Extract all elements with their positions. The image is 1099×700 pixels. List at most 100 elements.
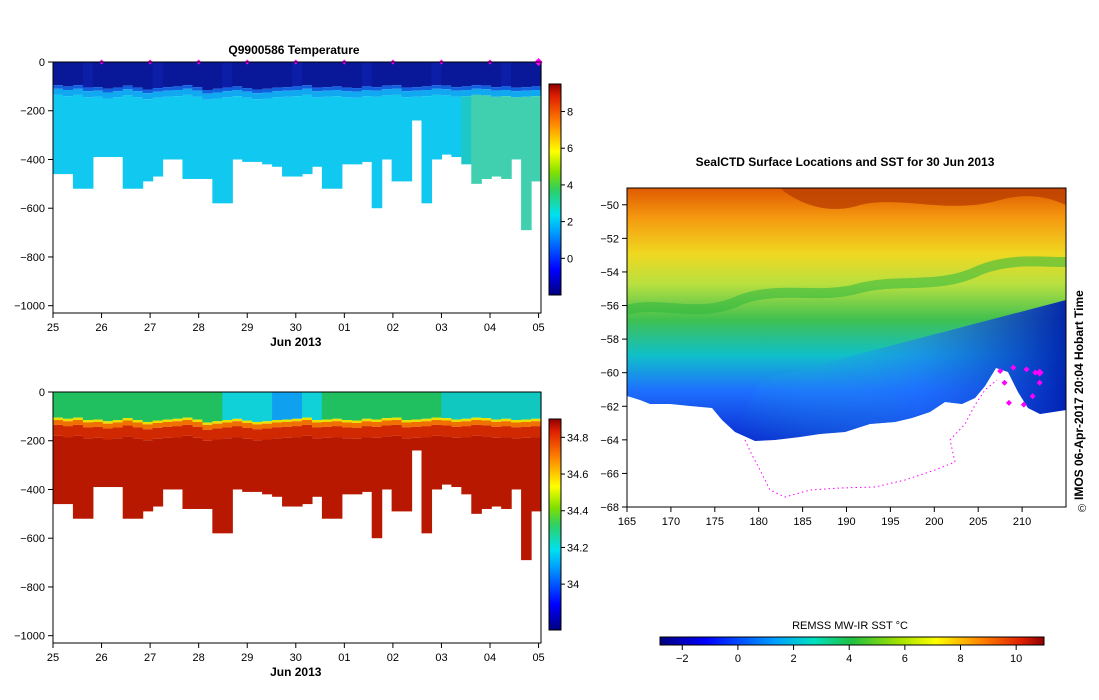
section-cell [451,87,462,91]
map-y-tick-label: −68 [600,502,619,514]
seal-position-marker [1005,399,1012,406]
temperature-colorbar: 0 2 4 6 8 [548,83,573,296]
section-cell [232,437,243,490]
section-cell [182,62,194,86]
section-cell [242,88,253,92]
section-cell [252,62,263,90]
section-cell [112,62,124,88]
section-cell [471,88,482,95]
section-cell [411,96,423,121]
section-cell [242,427,253,439]
section-cell [511,97,522,160]
section-cell [491,437,502,507]
section-cell [481,89,492,96]
x-tick-label: 05 [532,322,544,334]
section-cell [122,392,134,419]
map-y-tick-label: −62 [600,401,619,413]
sst-colorbar-tick-label: 8 [957,653,963,665]
x-tick-label: 05 [532,652,544,664]
section-cell [172,86,184,91]
map-x-tick-label: 185 [793,516,811,528]
section-cell [491,62,502,88]
section-cell [441,85,452,90]
section-cell [471,420,482,425]
map-x-tick-label: 195 [881,516,899,528]
section-cell [501,96,512,179]
y-tick-label: −1000 [14,301,45,313]
x-tick-label: 03 [435,322,447,334]
section-cell [451,96,462,158]
section-cell [212,62,223,89]
map-x-tick-label: 200 [925,516,943,528]
section-cell [202,93,213,100]
section-cell [391,62,403,86]
section-cell [222,422,233,428]
section-cell [301,420,313,425]
x-axis-label: Jun 2013 [270,665,322,679]
x-tick-label: 30 [290,652,302,664]
salinity-colorbar: 34 34.2 34.4 34.6 34.8 [548,418,588,631]
section-cell [142,392,154,422]
sst-colorbar-tick-label: 0 [735,653,741,665]
y-tick-label: −800 [20,582,45,594]
section-cell [411,419,423,422]
section-cell [391,88,403,95]
section-cell [212,88,223,93]
y-tick-label: 0 [39,57,45,69]
salinity-cells [53,392,542,561]
section-cell [162,437,174,490]
section-cell [132,87,144,92]
section-cell [62,96,74,175]
section-cell [361,62,373,87]
section-cell [182,88,194,95]
section-cell [112,420,124,423]
section-cell [82,420,94,423]
section-cell [272,97,283,167]
section-cell [361,90,373,97]
section-cell [272,427,283,439]
section-cell [152,91,164,98]
section-cell [72,420,84,425]
section-cell [401,97,413,182]
section-cell [122,85,134,90]
section-cell [162,62,174,88]
section-cell [351,427,363,439]
section-cell [132,392,144,421]
section-cell [62,392,74,419]
y-tick-label: −1000 [14,631,45,643]
section-cell [232,392,243,419]
section-cell [461,392,472,419]
section-cell [262,421,273,424]
y-tick-label: 0 [39,387,45,399]
section-cell [481,418,492,421]
x-tick-label: 04 [484,652,496,664]
section-cell [102,62,114,89]
section-cell [53,392,64,418]
section-cell [242,422,253,428]
section-cell [122,418,134,421]
map-x-tick-label: 210 [1013,516,1031,528]
section-cell [491,96,502,177]
x-tick-label: 26 [95,652,107,664]
section-cell [451,426,462,438]
section-cell [92,421,104,427]
section-cell [341,420,353,423]
section-cell [252,392,263,422]
section-cell [262,98,273,165]
section-cell [152,97,164,177]
section-cell [441,418,452,421]
section-cell [501,437,512,509]
section-cell [401,438,413,512]
x-tick-label: 29 [241,652,253,664]
section-cell [102,88,114,93]
section-cell [92,437,104,488]
section-cell [421,392,433,419]
section-cell [381,420,393,426]
x-axis-label: Jun 2013 [270,335,322,349]
seal-position-marker [1036,379,1043,386]
section-cell [72,85,84,89]
section-cell [222,392,233,421]
section-cell [72,435,84,519]
section-cell [531,426,542,438]
section-cell [132,91,144,98]
